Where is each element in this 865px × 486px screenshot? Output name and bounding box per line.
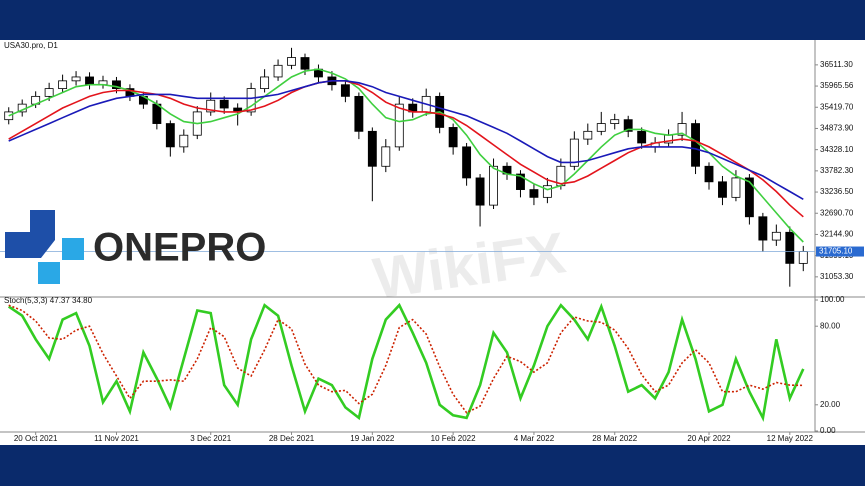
y-tick-label: 34328.10 <box>820 145 854 154</box>
candle-body <box>179 134 189 148</box>
last-price-box <box>816 246 864 257</box>
last-price-label: 31705.10 <box>819 247 853 256</box>
candle-body <box>758 216 768 241</box>
y-tick-label: 100.00 <box>820 295 845 304</box>
candle-body <box>704 165 714 183</box>
y-tick-label: 80.00 <box>820 321 841 330</box>
candle-body <box>623 119 633 132</box>
candle-body <box>340 84 350 97</box>
candle-body <box>798 251 808 264</box>
candle-body <box>475 177 485 206</box>
candle-body <box>273 64 283 78</box>
candle-body <box>583 130 593 140</box>
candle-body <box>58 80 68 90</box>
candle-body <box>542 185 552 198</box>
logo-icon <box>5 210 84 284</box>
y-tick-label: 33236.50 <box>820 187 854 196</box>
y-tick-label: 0.00 <box>820 426 836 435</box>
y-tick-label: 20.00 <box>820 400 841 409</box>
candle-body <box>718 181 727 198</box>
candle-body <box>489 165 498 206</box>
candle-body <box>394 103 404 148</box>
symbol-label: USA30.pro, D1 <box>4 41 58 50</box>
x-tick-label: 28 Dec 2021 <box>269 434 315 443</box>
moving-average <box>8 80 804 218</box>
candle-body <box>569 138 579 167</box>
candle-body <box>596 123 606 132</box>
x-tick-label: 20 Apr 2022 <box>687 434 731 443</box>
candle-body <box>71 76 81 82</box>
candle-body <box>44 88 54 97</box>
stoch-title: Stoch(5,3,3) 47.37 34.80 <box>4 296 93 305</box>
candle-body <box>529 189 539 198</box>
candle-body <box>731 177 741 198</box>
moving-average <box>8 80 804 200</box>
x-tick-label: 28 Mar 2022 <box>592 434 637 443</box>
x-tick-label: 4 Mar 2022 <box>514 434 555 443</box>
x-tick-label: 12 May 2022 <box>767 434 814 443</box>
chart-area <box>0 40 865 445</box>
candle-body <box>300 57 310 70</box>
logo-square <box>62 238 84 260</box>
brand-logo: ONEPRO <box>93 226 266 270</box>
candle-body <box>744 177 754 218</box>
candle-body <box>85 76 94 86</box>
x-tick-label: 20 Oct 2021 <box>14 434 58 443</box>
candle-body <box>165 123 175 148</box>
y-tick-label: 32690.70 <box>820 208 854 217</box>
candle-body <box>354 95 364 132</box>
y-tick-label: 33782.30 <box>820 166 854 175</box>
logo-square <box>38 262 60 284</box>
y-tick-label: 35419.70 <box>820 102 854 111</box>
candle-body <box>462 146 472 179</box>
x-tick-label: 10 Feb 2022 <box>431 434 476 443</box>
stoch-line <box>7 302 805 422</box>
y-tick-label: 32144.90 <box>820 230 854 239</box>
candle-body <box>448 127 458 148</box>
candle-body <box>367 130 377 167</box>
x-tick-label: 19 Jan 2022 <box>350 434 395 443</box>
candle-body <box>610 119 620 124</box>
candle-body <box>381 146 391 167</box>
top-band <box>0 0 865 40</box>
candle-body <box>637 130 647 144</box>
y-tick-label: 35965.56 <box>820 81 854 90</box>
candle-body <box>219 99 229 109</box>
candle-body <box>246 88 256 113</box>
candle-body <box>260 76 270 90</box>
candle-body <box>691 123 700 167</box>
x-tick-label: 11 Nov 2021 <box>94 434 139 443</box>
candle-body <box>112 80 121 90</box>
x-tick-label: 3 Dec 2021 <box>190 434 231 443</box>
candle-body <box>677 123 687 136</box>
candle-body <box>206 99 216 113</box>
bottom-band <box>0 445 865 486</box>
candle-body <box>785 231 795 264</box>
stoch-line <box>8 304 804 414</box>
y-tick-label: 36511.30 <box>820 60 853 69</box>
y-tick-label: 34873.90 <box>820 124 854 133</box>
logo-shape <box>30 210 55 258</box>
candle-body <box>771 231 781 241</box>
y-tick-label: 31053.30 <box>820 272 854 281</box>
candle-body <box>516 173 525 190</box>
candle-body <box>287 57 296 66</box>
